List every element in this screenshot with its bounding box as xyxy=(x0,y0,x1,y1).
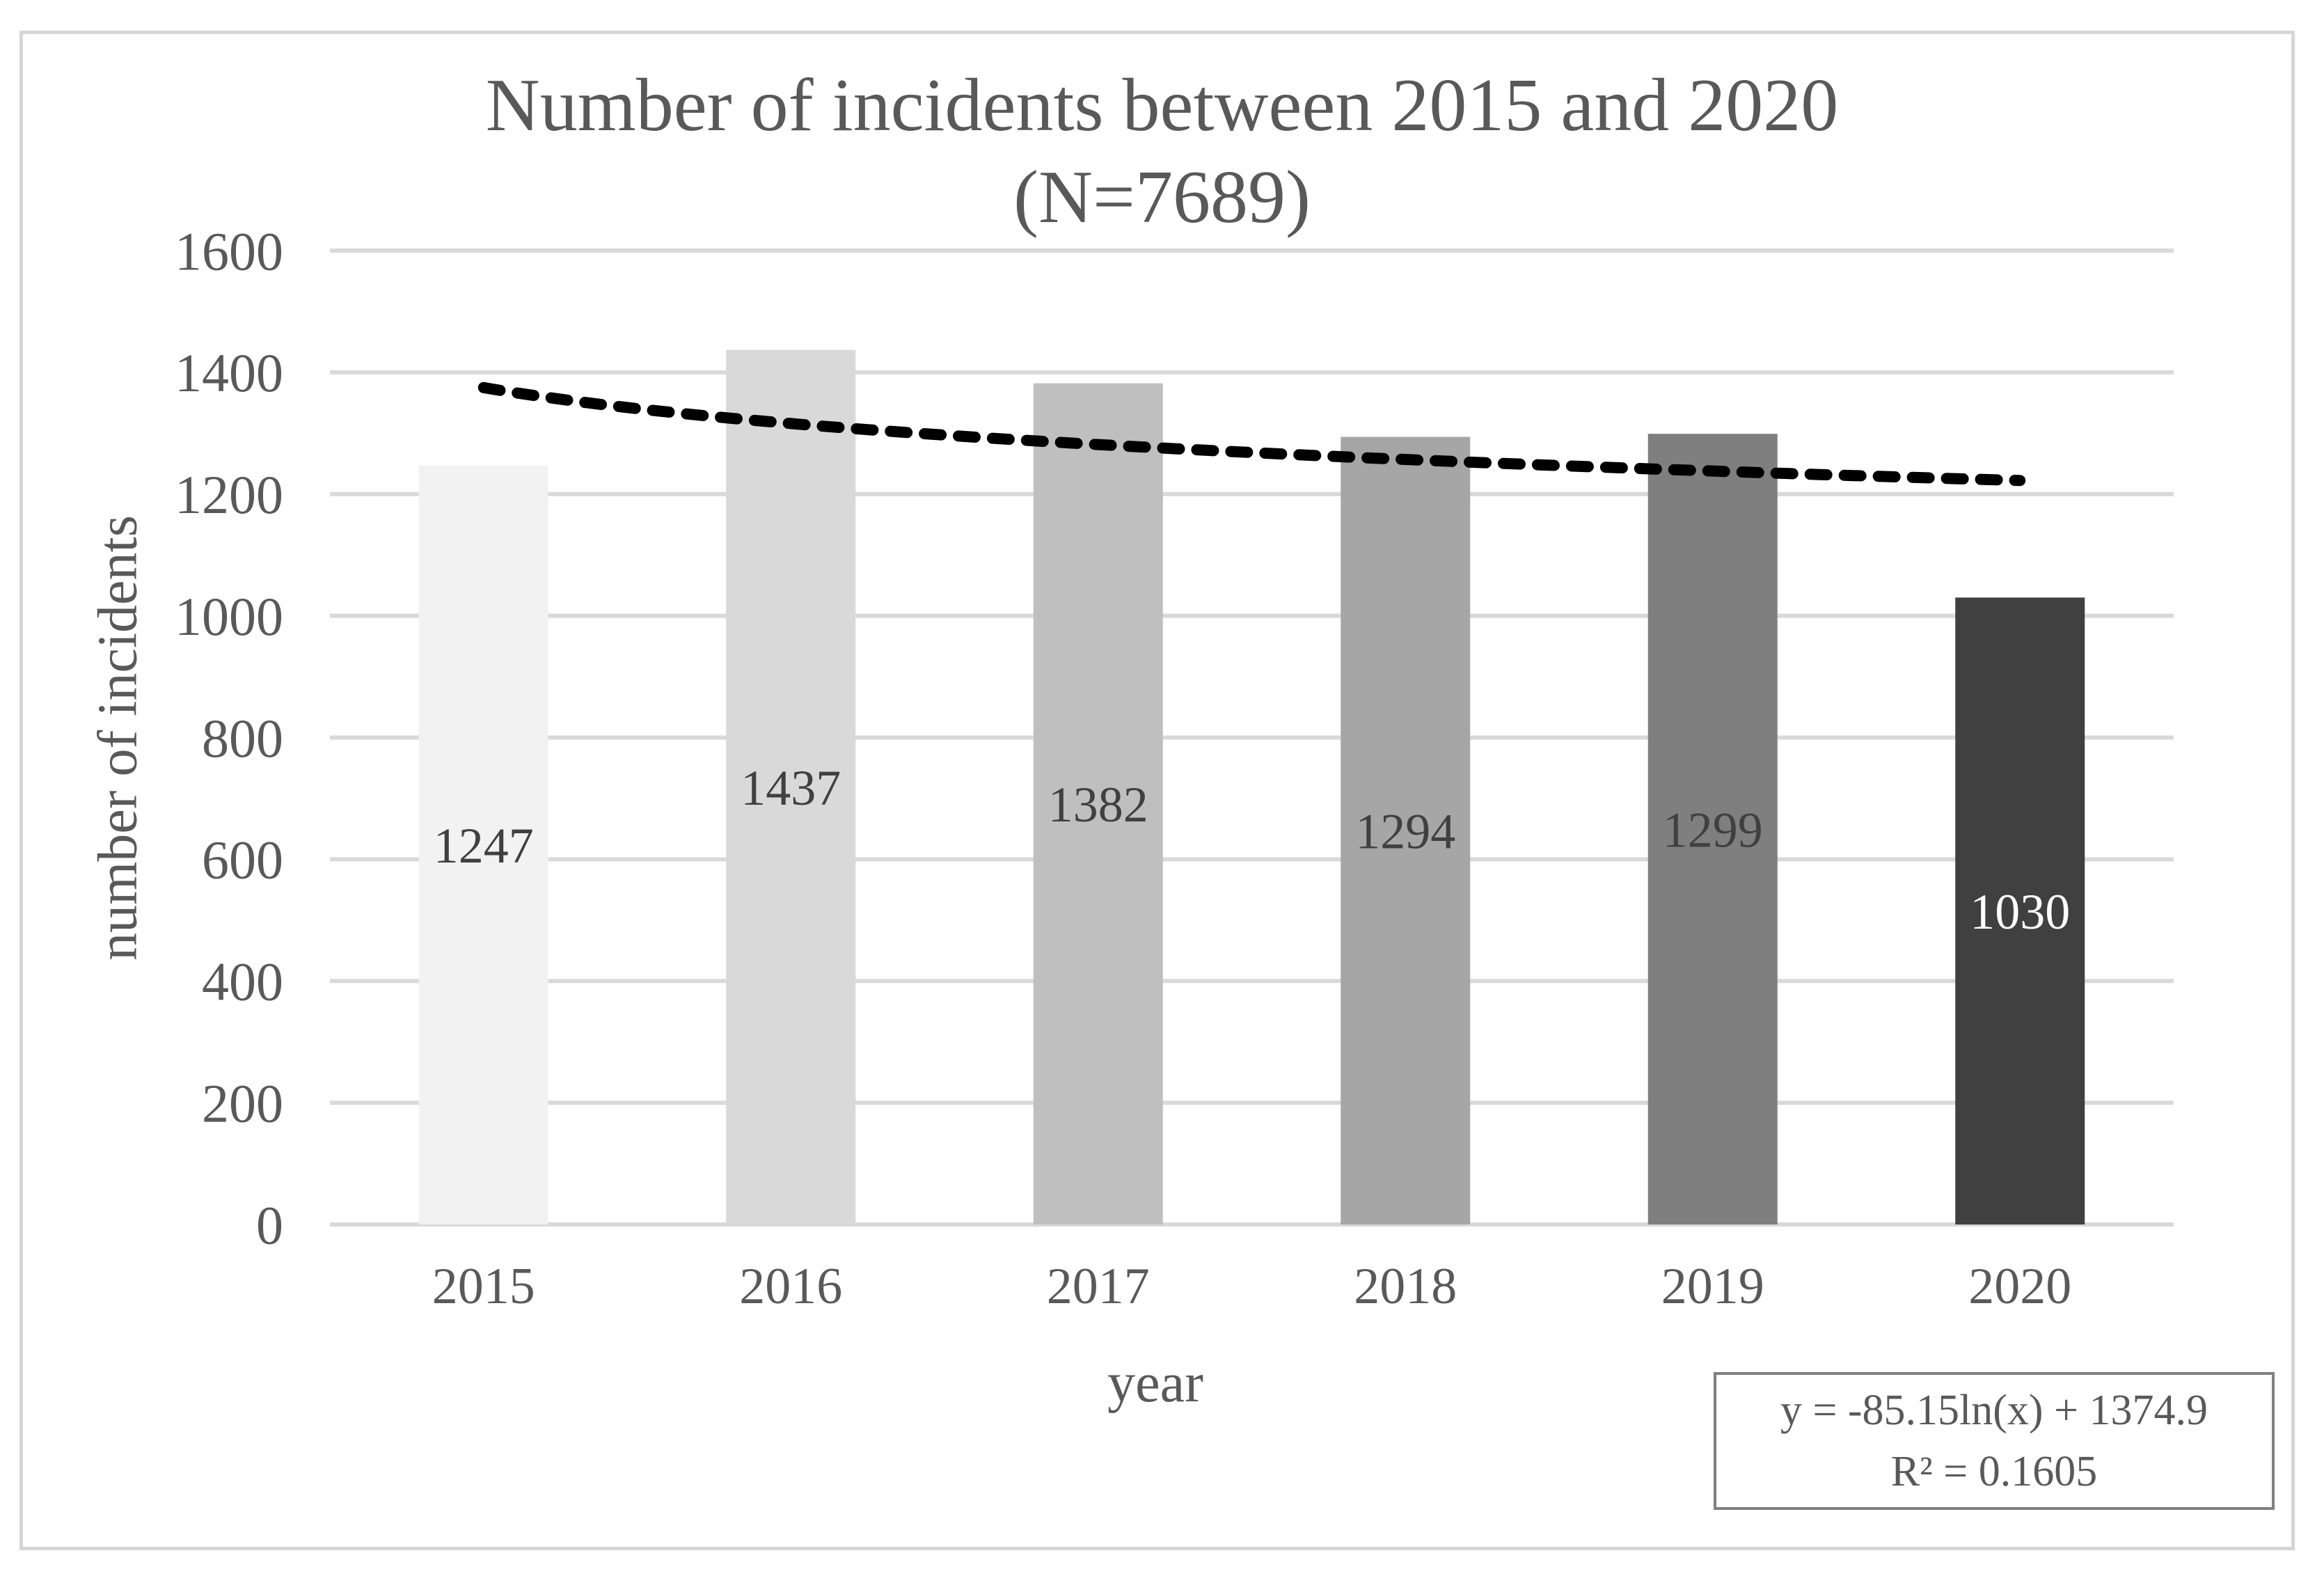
r-squared-value: R² = 0.1605 xyxy=(1890,1448,2098,1495)
bar-value-label: 1437 xyxy=(741,760,841,816)
y-tick-label: 1400 xyxy=(175,342,283,403)
chart-title: Number of incidents between 2015 and 202… xyxy=(485,64,1839,147)
x-tick-label: 2017 xyxy=(1047,1258,1150,1315)
bar xyxy=(1955,597,2085,1224)
trendline xyxy=(477,381,2026,487)
x-axis-title: year xyxy=(1107,1353,1203,1414)
y-tick-label: 0 xyxy=(256,1195,283,1255)
y-tick-label: 400 xyxy=(202,952,283,1012)
x-tick-label: 2015 xyxy=(432,1258,535,1315)
x-tick-label: 2018 xyxy=(1354,1258,1457,1315)
bar xyxy=(1033,383,1163,1224)
y-tick-label: 800 xyxy=(202,708,283,769)
bar xyxy=(418,465,548,1225)
figure-border xyxy=(19,31,2295,1550)
bar-value-label: 1294 xyxy=(1355,803,1455,859)
bar-value-label: 1382 xyxy=(1048,777,1148,833)
y-tick-label: 1000 xyxy=(175,586,283,647)
bar xyxy=(726,349,856,1224)
x-tick-label: 2016 xyxy=(739,1258,842,1315)
y-tick-label: 200 xyxy=(202,1073,283,1133)
x-tick-label: 2019 xyxy=(1661,1258,1764,1315)
bar-value-label: 1030 xyxy=(1970,884,2070,940)
y-tick-label: 600 xyxy=(202,830,283,890)
x-tick-label: 2020 xyxy=(1968,1258,2071,1315)
bar-value-label: 1299 xyxy=(1663,802,1763,858)
trendline-equation-box: y = -85.15ln(x) + 1374.9 R² = 0.1605 xyxy=(1714,1372,2275,1510)
trendline-equation: y = -85.15ln(x) + 1374.9 xyxy=(1780,1386,2208,1434)
y-tick-label: 1200 xyxy=(175,464,283,525)
bar xyxy=(1341,436,1471,1224)
bar-value-label: 1247 xyxy=(434,818,534,874)
y-tick-label: 1600 xyxy=(175,221,283,281)
bar xyxy=(1647,434,1778,1224)
chart-subtitle: (N=7689) xyxy=(1013,155,1311,239)
y-axis-title: number of incidents xyxy=(87,515,149,961)
chart-title-block: Number of incidents between 2015 and 202… xyxy=(0,60,2324,244)
